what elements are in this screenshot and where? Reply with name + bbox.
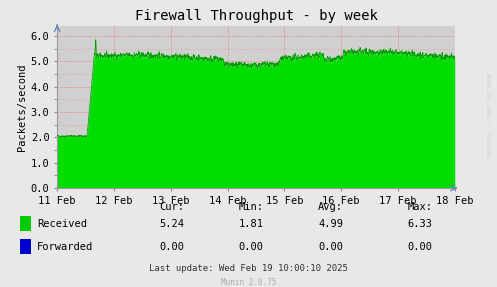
Text: Min:: Min: [239, 202, 263, 212]
Text: Last update: Wed Feb 19 10:00:10 2025: Last update: Wed Feb 19 10:00:10 2025 [149, 264, 348, 273]
Text: Received: Received [37, 219, 87, 228]
Text: 6.33: 6.33 [408, 219, 432, 228]
Text: 5.24: 5.24 [159, 219, 184, 228]
Text: 0.00: 0.00 [239, 242, 263, 251]
Text: Avg:: Avg: [318, 202, 343, 212]
Text: 0.00: 0.00 [318, 242, 343, 251]
Text: Cur:: Cur: [159, 202, 184, 212]
Text: 0.00: 0.00 [408, 242, 432, 251]
Text: Forwarded: Forwarded [37, 242, 93, 251]
Text: 4.99: 4.99 [318, 219, 343, 228]
Y-axis label: Packets/second: Packets/second [16, 63, 27, 151]
Text: RRDTOOL / TOBI OETIKER: RRDTOOL / TOBI OETIKER [487, 73, 492, 156]
Text: 1.81: 1.81 [239, 219, 263, 228]
Title: Firewall Throughput - by week: Firewall Throughput - by week [135, 9, 377, 23]
Text: Munin 2.0.75: Munin 2.0.75 [221, 278, 276, 287]
Text: 0.00: 0.00 [159, 242, 184, 251]
Text: Max:: Max: [408, 202, 432, 212]
